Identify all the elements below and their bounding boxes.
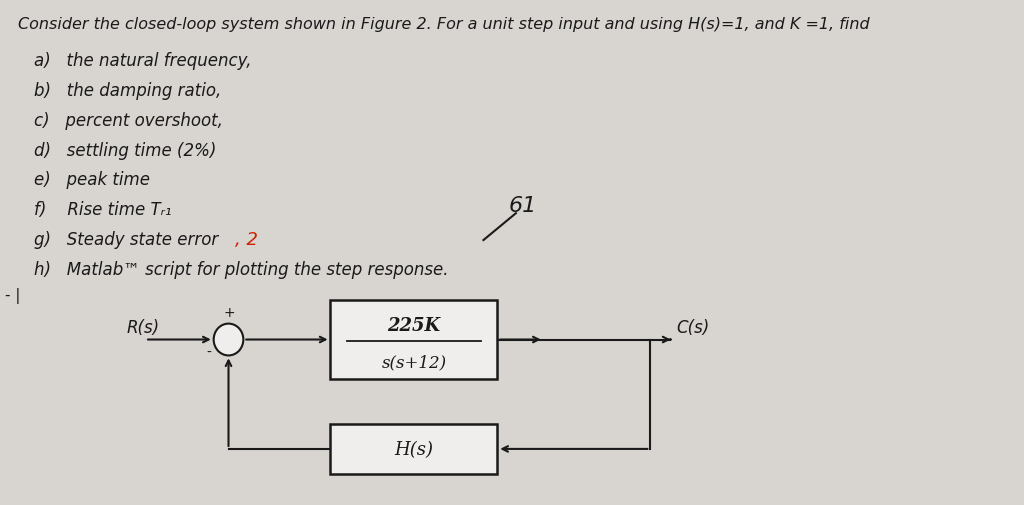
Text: e)   peak time: e) peak time — [34, 171, 150, 189]
Text: 61: 61 — [508, 196, 537, 216]
Text: +: + — [223, 305, 236, 319]
Text: C(s): C(s) — [676, 318, 710, 336]
Text: Consider the closed-loop system shown in Figure 2. For a unit step input and usi: Consider the closed-loop system shown in… — [18, 17, 869, 32]
Bar — [331, 300, 498, 380]
Text: h)   Matlab™ script for plotting the step response.: h) Matlab™ script for plotting the step … — [34, 261, 449, 278]
Text: a)   the natural frequency,: a) the natural frequency, — [34, 52, 251, 70]
Text: -: - — [206, 345, 211, 359]
Bar — [331, 424, 498, 474]
Text: R(s): R(s) — [127, 318, 160, 336]
Text: d)   settling time (2%): d) settling time (2%) — [34, 141, 216, 159]
Text: f)    Rise time Tᵣ₁: f) Rise time Tᵣ₁ — [34, 201, 171, 219]
Text: , 2: , 2 — [234, 231, 258, 248]
Text: c)   percent overshoot,: c) percent overshoot, — [34, 112, 222, 129]
Circle shape — [214, 324, 244, 356]
Text: b)   the damping ratio,: b) the damping ratio, — [34, 82, 221, 100]
Text: 225K: 225K — [387, 317, 440, 334]
Text: s(s+12): s(s+12) — [381, 354, 446, 371]
Text: g)   Steady state error: g) Steady state error — [34, 231, 218, 248]
Text: - |: - | — [5, 287, 20, 303]
Text: H(s): H(s) — [394, 440, 433, 458]
